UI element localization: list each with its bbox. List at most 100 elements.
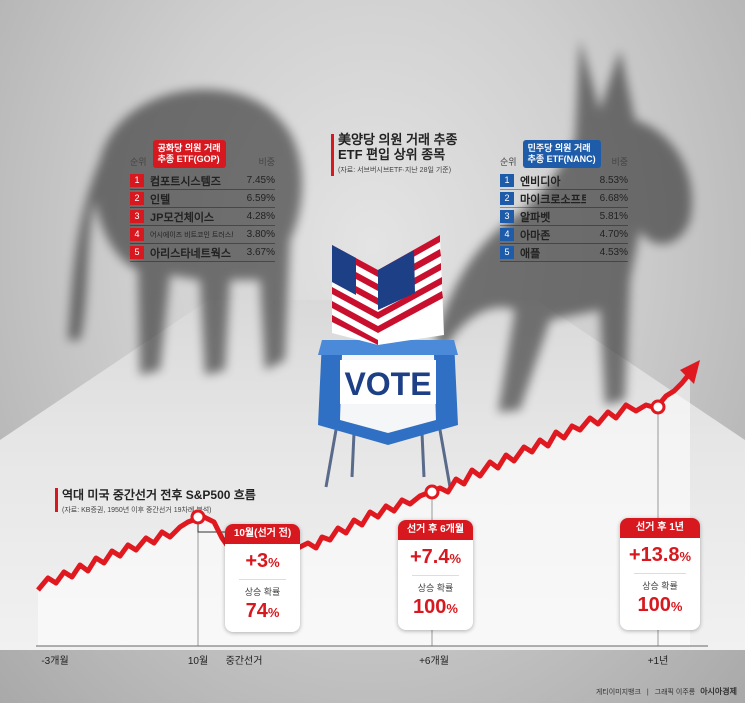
stock-weight: 6.68% xyxy=(599,193,628,204)
stock-name: 어시에이즈 비트코인 트러스트 ETF xyxy=(150,231,233,239)
callout-prob: 100% xyxy=(413,596,458,618)
table-row: 4 아마존 4.70% xyxy=(500,226,628,244)
chart-line-group xyxy=(36,360,700,592)
callout-prob-label: 상승 확률 xyxy=(634,573,686,592)
table-row: 2 마이크로소프트 6.68% xyxy=(500,190,628,208)
x-tick-label: +1년 xyxy=(647,656,669,667)
rank-number: 3 xyxy=(130,210,144,223)
rank-number: 1 xyxy=(130,174,144,187)
x-tick-label: 10월 xyxy=(187,656,209,667)
booth-legs xyxy=(324,429,452,488)
data-point xyxy=(190,509,206,525)
center-title-line2: ETF 편입 상위 종목 xyxy=(338,147,446,162)
area-fill xyxy=(38,373,690,646)
rank-header: 순위 xyxy=(130,157,147,167)
stock-name: 컴포트시스템즈 xyxy=(150,175,221,188)
table-header: 순위 민주당 의원 거래 추종 ETF(NANC) 비중 xyxy=(500,140,628,168)
chart-subtitle: (자료: KB증권, 1950년 이후 중간선거 19차례 분석) xyxy=(62,507,212,514)
callout-one-year: 선거 후 1년 +13.8% 상승 확률 100% xyxy=(620,518,700,630)
callout-return: +7.4% xyxy=(409,546,462,568)
table-row: 1 엔비디아 8.53% xyxy=(500,172,628,190)
table-row: 4 어시에이즈 비트코인 트러스트 ETF 3.80% xyxy=(130,226,275,244)
callout-period: 10월(선거 전) xyxy=(225,524,300,544)
chart-title-block: 역대 미국 중간선거 전후 S&P500 흐름 (자료: KB증권, 1950년… xyxy=(62,486,256,515)
stock-name: 애플 xyxy=(520,247,541,260)
gop-badge-line1: 공화당 의원 거래 xyxy=(157,143,221,153)
x-tick-label: 중간선거 xyxy=(225,656,263,667)
callout-return: +13.8% xyxy=(628,544,692,566)
stock-name: 알파벳 xyxy=(520,211,551,224)
rank-number: 5 xyxy=(130,246,144,259)
rank-number: 4 xyxy=(130,228,144,241)
weight-header: 비중 xyxy=(611,157,628,167)
data-point xyxy=(424,484,440,500)
stock-name: 엔비디아 xyxy=(520,175,561,188)
brand-logo: 아시아경제 xyxy=(700,687,737,696)
gop-etf-table: 순위 공화당 의원 거래 추종 ETF(GOP) 비중 1 컴포트시스템즈 7.45… xyxy=(130,140,275,262)
center-title-line1: 美양당 의원 거래 추종 xyxy=(338,132,458,147)
weight-header: 비중 xyxy=(258,157,275,167)
callout-prob: 74% xyxy=(245,600,280,622)
nanc-badge: 민주당 의원 거래 추종 ETF(NANC) xyxy=(522,140,601,168)
stock-name: 아마존 xyxy=(520,229,551,242)
arrow-head-icon xyxy=(680,360,700,384)
table-row: 3 알파벳 5.81% xyxy=(500,208,628,226)
data-point xyxy=(650,399,666,415)
chart-title: 역대 미국 중간선거 전후 S&P500 흐름 xyxy=(62,488,256,502)
stock-weight: 4.70% xyxy=(599,229,628,240)
chart-area-fill xyxy=(38,373,690,646)
stock-weight: 4.28% xyxy=(246,211,275,222)
chart-title-accent xyxy=(55,488,58,512)
callout-prob-label: 상승 확률 xyxy=(412,575,459,594)
nanc-etf-table: 순위 민주당 의원 거래 추종 ETF(NANC) 비중 1 엔비디아 8.53% 2… xyxy=(500,140,628,262)
title-accent-bar xyxy=(331,134,334,176)
stock-weight: 8.53% xyxy=(599,175,628,186)
gop-badge: 공화당 의원 거래 추종 ETF(GOP) xyxy=(152,140,226,168)
x-tick-label: -3개월 xyxy=(41,656,69,667)
gop-rows: 1 컴포트시스템즈 7.45% 2 인텔 6.59% 3 JP모건체이스 4.28% 4 어시에이즈… xyxy=(130,172,275,262)
rank-header: 순위 xyxy=(500,157,517,167)
callout-period: 선거 후 6개월 xyxy=(398,520,473,540)
rank-number: 3 xyxy=(500,210,514,223)
center-title-source: (자료: 서브버시브ETF·지난 28일 기준) xyxy=(338,167,452,174)
center-title: 美양당 의원 거래 추종 ETF 편입 상위 종목 (자료: 서브버시브ETF·… xyxy=(338,132,458,175)
table-row: 1 컴포트시스템즈 7.45% xyxy=(130,172,275,190)
stock-weight: 5.81% xyxy=(599,211,628,222)
stock-weight: 6.59% xyxy=(246,193,275,204)
rank-number: 5 xyxy=(500,246,514,259)
stock-name: 인텔 xyxy=(150,193,171,206)
stock-name: 마이크로소프트 xyxy=(520,193,586,206)
credit-graphic: 그래픽 이주룡 xyxy=(654,689,696,696)
stock-weight: 4.53% xyxy=(599,247,628,258)
credit-line: 게티이미지뱅크 | 그래픽 이주룡 아시아경제 xyxy=(596,686,737,697)
rank-number: 4 xyxy=(500,228,514,241)
callout-prob-label: 상승 확률 xyxy=(239,579,286,598)
table-row: 3 JP모건체이스 4.28% xyxy=(130,208,275,226)
table-row: 2 인텔 6.59% xyxy=(130,190,275,208)
table-row: 5 애플 4.53% xyxy=(500,244,628,262)
stock-name: 아리스타네트웍스 xyxy=(150,247,231,260)
gop-badge-line2: 추종 ETF(GOP) xyxy=(157,154,220,164)
callout-period: 선거 후 1년 xyxy=(620,518,700,538)
stock-weight: 3.80% xyxy=(246,229,275,240)
rank-number: 2 xyxy=(130,192,144,205)
rank-number: 2 xyxy=(500,192,514,205)
stock-weight: 3.67% xyxy=(246,247,275,258)
credit-photo: 게티이미지뱅크 xyxy=(595,689,641,696)
elephant-shadow-icon xyxy=(68,89,302,375)
chart-points xyxy=(190,399,666,525)
nanc-rows: 1 엔비디아 8.53% 2 마이크로소프트 6.68% 3 알파벳 5.81% 4 아마존 4.70… xyxy=(500,172,628,262)
voting-booth-illustration: VOTE xyxy=(318,235,458,488)
x-tick-label: +6개월 xyxy=(419,656,449,667)
donkey-shadow-icon xyxy=(435,40,692,412)
callout-return: +3% xyxy=(245,550,280,572)
vote-text: VOTE xyxy=(344,366,431,402)
stock-name: JP모건체이스 xyxy=(150,211,215,224)
nanc-badge-line2: 추종 ETF(NANC) xyxy=(527,154,596,164)
table-header: 순위 공화당 의원 거래 추종 ETF(GOP) 비중 xyxy=(130,140,275,168)
credit-separator: | xyxy=(646,689,649,696)
stock-weight: 7.45% xyxy=(246,175,275,186)
series-line xyxy=(36,371,692,592)
rank-number: 1 xyxy=(500,174,514,187)
